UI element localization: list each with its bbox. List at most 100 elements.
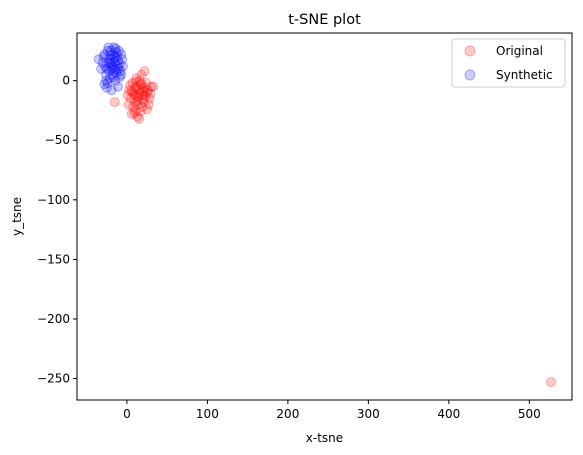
point-synthetic-3 bbox=[113, 45, 124, 56]
point-synthetic-36 bbox=[102, 45, 113, 56]
point-synthetic-47 bbox=[116, 69, 127, 80]
point-original-4 bbox=[125, 93, 136, 104]
point-synthetic-23 bbox=[105, 73, 115, 84]
point-synthetic-26 bbox=[109, 56, 120, 67]
point-synthetic-20 bbox=[108, 49, 119, 60]
point-original-7 bbox=[133, 99, 144, 110]
point-synthetic-12 bbox=[102, 78, 113, 88]
point-original-33 bbox=[125, 80, 136, 91]
point-original-27 bbox=[139, 66, 150, 77]
point-original-35 bbox=[134, 113, 144, 124]
point-original-20 bbox=[129, 90, 140, 100]
point-synthetic-33 bbox=[109, 72, 119, 83]
point-synthetic-27 bbox=[101, 82, 112, 93]
x-axis-label: x-tsne bbox=[306, 431, 343, 445]
point-original-38 bbox=[126, 86, 137, 97]
point-synthetic-37 bbox=[110, 43, 121, 54]
x-tick-label: 200 bbox=[276, 407, 299, 421]
point-original-9 bbox=[142, 87, 152, 98]
point-original-37 bbox=[140, 91, 151, 102]
point-synthetic-9 bbox=[109, 42, 119, 53]
point-original-24 bbox=[142, 85, 153, 96]
point-synthetic-28 bbox=[113, 63, 124, 74]
point-synthetic-32 bbox=[96, 63, 107, 74]
point-original-18 bbox=[132, 111, 143, 122]
y-tick-label: −50 bbox=[45, 133, 70, 147]
legend-marker-synthetic bbox=[464, 69, 476, 81]
point-original-50 bbox=[546, 377, 557, 388]
point-original-3 bbox=[136, 79, 147, 90]
point-original-23 bbox=[123, 99, 134, 110]
point-synthetic-16 bbox=[113, 81, 123, 92]
point-synthetic-11 bbox=[110, 75, 121, 86]
point-original-17 bbox=[126, 109, 137, 119]
point-synthetic-8 bbox=[115, 66, 126, 77]
point-original-45 bbox=[135, 79, 146, 90]
point-original-15 bbox=[144, 93, 155, 104]
point-original-39 bbox=[137, 84, 148, 94]
point-synthetic-13 bbox=[117, 54, 128, 65]
point-original-25 bbox=[131, 73, 142, 84]
legend: Original Synthetic bbox=[451, 38, 566, 88]
point-synthetic-17 bbox=[106, 63, 117, 74]
point-original-13 bbox=[130, 105, 141, 116]
point-synthetic-19 bbox=[114, 59, 125, 69]
x-tick-label: 500 bbox=[518, 407, 541, 421]
point-original-48 bbox=[142, 104, 152, 115]
point-original-32 bbox=[128, 101, 139, 112]
point-synthetic-29 bbox=[107, 54, 118, 65]
x-tick-label: 0 bbox=[123, 407, 131, 421]
y-tick-label: 0 bbox=[62, 74, 70, 88]
point-original-11 bbox=[134, 75, 145, 86]
point-original-5 bbox=[138, 90, 148, 100]
legend-marker-original bbox=[464, 45, 476, 57]
y-tick-label: −100 bbox=[37, 193, 70, 207]
point-synthetic-44 bbox=[93, 54, 104, 65]
point-original-1 bbox=[128, 87, 139, 98]
point-synthetic-39 bbox=[113, 55, 123, 66]
point-original-36 bbox=[130, 76, 141, 87]
point-synthetic-34 bbox=[105, 60, 116, 71]
point-synthetic-25 bbox=[98, 51, 109, 62]
point-synthetic-35 bbox=[117, 61, 128, 72]
point-original-28 bbox=[133, 92, 144, 103]
point-original-22 bbox=[141, 78, 152, 88]
point-synthetic-5 bbox=[104, 54, 115, 65]
point-original-6 bbox=[130, 97, 140, 108]
point-original-47 bbox=[138, 86, 149, 97]
point-original-0 bbox=[131, 81, 142, 92]
point-synthetic-31 bbox=[112, 51, 123, 62]
point-original-21 bbox=[138, 97, 149, 108]
point-original-40 bbox=[109, 97, 120, 108]
point-synthetic-46 bbox=[105, 50, 115, 61]
point-original-49 bbox=[131, 91, 142, 102]
point-synthetic-15 bbox=[101, 69, 111, 80]
point-synthetic-41 bbox=[103, 57, 114, 68]
point-synthetic-48 bbox=[101, 75, 111, 86]
point-original-12 bbox=[124, 85, 135, 96]
point-original-8 bbox=[139, 82, 150, 93]
point-synthetic-2 bbox=[101, 63, 112, 74]
point-original-26 bbox=[136, 69, 147, 80]
legend-label-original: Original bbox=[496, 44, 543, 58]
point-synthetic-0 bbox=[105, 57, 116, 68]
point-synthetic-18 bbox=[103, 42, 114, 53]
point-synthetic-4 bbox=[107, 69, 118, 80]
y-tick-label: −250 bbox=[37, 372, 70, 386]
points-layer bbox=[93, 42, 557, 388]
point-original-16 bbox=[146, 81, 156, 92]
point-synthetic-24 bbox=[116, 49, 127, 60]
point-original-46 bbox=[129, 107, 140, 118]
point-original-31 bbox=[138, 94, 148, 105]
point-original-2 bbox=[134, 85, 144, 96]
point-synthetic-38 bbox=[99, 79, 110, 90]
point-original-42 bbox=[122, 90, 133, 100]
point-original-41 bbox=[148, 81, 159, 92]
point-synthetic-30 bbox=[104, 66, 115, 77]
legend-label-synthetic: Synthetic bbox=[496, 68, 553, 82]
point-synthetic-7 bbox=[99, 49, 110, 60]
legend-box bbox=[451, 38, 566, 88]
y-tick-label: −200 bbox=[37, 312, 70, 326]
point-synthetic-42 bbox=[114, 72, 125, 83]
ticks-layer: 0 100 200 300 400 500 0 −50 −100 −150 −200 −250 bbox=[37, 74, 541, 421]
